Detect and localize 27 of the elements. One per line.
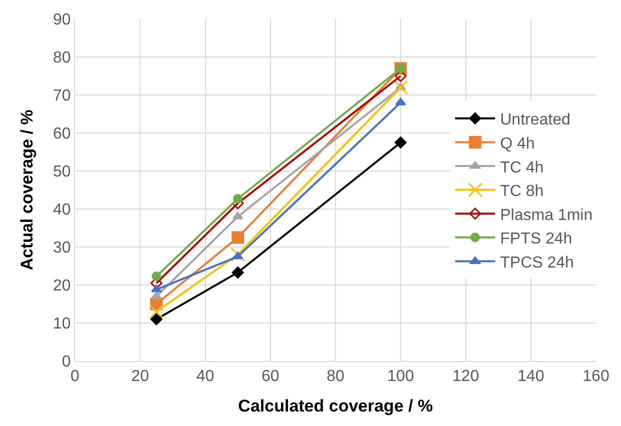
y-tick-label: 0 <box>62 354 71 371</box>
x-tick-label: 120 <box>452 368 480 386</box>
x-tick-label: 40 <box>196 368 214 386</box>
y-tick-label: 90 <box>53 12 71 29</box>
y-tick-label: 70 <box>53 88 71 105</box>
x-axis-title: Calculated coverage / % <box>238 396 433 416</box>
y-tick-label: 80 <box>53 50 71 67</box>
y-tick-label: 30 <box>53 240 71 257</box>
legend-label: Untreated <box>500 112 570 129</box>
y-tick-label: 20 <box>53 278 71 295</box>
x-tick-label: 80 <box>326 368 344 386</box>
x-tick-label: 100 <box>387 368 414 386</box>
y-tick-label: 50 <box>53 164 71 181</box>
legend-label: TPCS 24h <box>500 254 574 272</box>
legend-label: FPTS 24h <box>500 230 572 248</box>
legend-label: Plasma 1min <box>500 206 593 224</box>
y-tick-label: 40 <box>53 202 71 219</box>
y-axis-title: Actual coverage / % <box>18 110 37 270</box>
x-tick-label: 20 <box>131 368 150 386</box>
legend-label: TC 8h <box>500 183 544 200</box>
legend-label: Q 4h <box>500 135 535 152</box>
y-tick-label: 10 <box>53 316 71 333</box>
x-tick-label: 140 <box>518 368 544 386</box>
x-tick-label: 160 <box>582 368 610 386</box>
legend-label: TC 4h <box>500 159 544 176</box>
x-tick-label: 60 <box>261 368 280 386</box>
y-tick-label: 60 <box>53 126 71 143</box>
